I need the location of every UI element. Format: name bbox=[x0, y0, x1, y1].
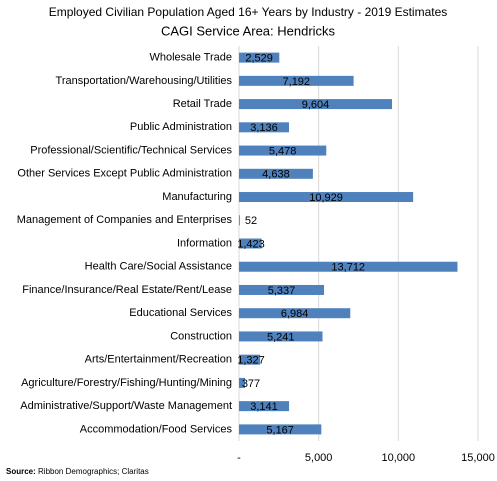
bar bbox=[239, 377, 246, 388]
data-label: 10,929 bbox=[309, 192, 343, 204]
y-tick-label: Educational Services bbox=[129, 307, 232, 319]
bar bbox=[239, 215, 240, 226]
bar bbox=[239, 308, 351, 319]
data-label: 5,167 bbox=[266, 424, 294, 436]
y-tick-label: Information bbox=[177, 237, 232, 249]
bar bbox=[239, 331, 323, 342]
y-tick-label: Transportation/Warehousing/Utilities bbox=[56, 75, 233, 87]
bar bbox=[239, 145, 327, 156]
bar bbox=[239, 261, 458, 272]
chart-subtitle: CAGI Service Area: Hendricks bbox=[161, 23, 336, 38]
data-label: 1,327 bbox=[237, 355, 265, 367]
x-tick-label: 5,000 bbox=[305, 452, 333, 464]
data-label: 3,136 bbox=[250, 122, 278, 134]
bar bbox=[239, 238, 262, 249]
y-tick-label: Manufacturing bbox=[162, 191, 232, 203]
chart-title: Employed Civilian Population Aged 16+ Ye… bbox=[49, 5, 448, 19]
data-label: 5,478 bbox=[269, 145, 297, 157]
x-tick-label: 10,000 bbox=[382, 452, 416, 464]
source-label: Source: bbox=[6, 467, 36, 476]
bar bbox=[239, 99, 393, 110]
y-tick-label: Accommodation/Food Services bbox=[80, 423, 233, 435]
y-tick-label: Arts/Entertainment/Recreation bbox=[85, 354, 232, 366]
y-tick-label: Finance/Insurance/Real Estate/Rent/Lease bbox=[22, 284, 232, 296]
bar bbox=[239, 168, 313, 179]
y-tick-label: Retail Trade bbox=[173, 98, 232, 110]
bar bbox=[239, 424, 322, 435]
x-tick-label: 15,000 bbox=[461, 452, 495, 464]
y-tick-label: Professional/Scientific/Technical Servic… bbox=[30, 144, 232, 156]
y-tick-label: Public Administration bbox=[130, 121, 232, 133]
y-tick-label: Administrative/Support/Waste Management bbox=[20, 400, 232, 412]
data-label: 7,192 bbox=[283, 76, 311, 88]
y-tick-label: Management of Companies and Enterprises bbox=[17, 214, 233, 226]
y-tick-label: Other Services Except Public Administrat… bbox=[17, 168, 232, 180]
y-tick-label: Agriculture/Forestry/Fishing/Hunting/Min… bbox=[21, 377, 232, 389]
y-tick-label: Construction bbox=[170, 330, 232, 342]
bar bbox=[239, 284, 325, 295]
data-label: 6,984 bbox=[281, 308, 309, 320]
data-label: 13,712 bbox=[331, 262, 365, 274]
bar bbox=[239, 122, 289, 133]
data-label: 5,337 bbox=[268, 285, 296, 297]
source-note: Source: Ribbon Demographics; Claritas bbox=[6, 467, 149, 476]
data-label: 4,638 bbox=[262, 169, 290, 181]
data-label: 377 bbox=[242, 378, 260, 390]
data-label: 3,141 bbox=[250, 401, 278, 413]
y-tick-label: Health Care/Social Assistance bbox=[85, 261, 232, 273]
y-tick-label: Wholesale Trade bbox=[149, 52, 232, 64]
bar bbox=[239, 75, 354, 86]
bar bbox=[239, 401, 290, 412]
bar bbox=[239, 52, 280, 63]
bar bbox=[239, 354, 261, 365]
data-label: 2,529 bbox=[245, 53, 273, 65]
data-label: 9,604 bbox=[302, 99, 330, 111]
data-label: 5,241 bbox=[267, 331, 295, 343]
data-label: 1,423 bbox=[237, 238, 265, 250]
data-label: 52 bbox=[245, 215, 257, 227]
bar bbox=[239, 192, 414, 203]
source-text: Ribbon Demographics; Claritas bbox=[38, 467, 149, 476]
x-tick-label: - bbox=[237, 452, 241, 464]
